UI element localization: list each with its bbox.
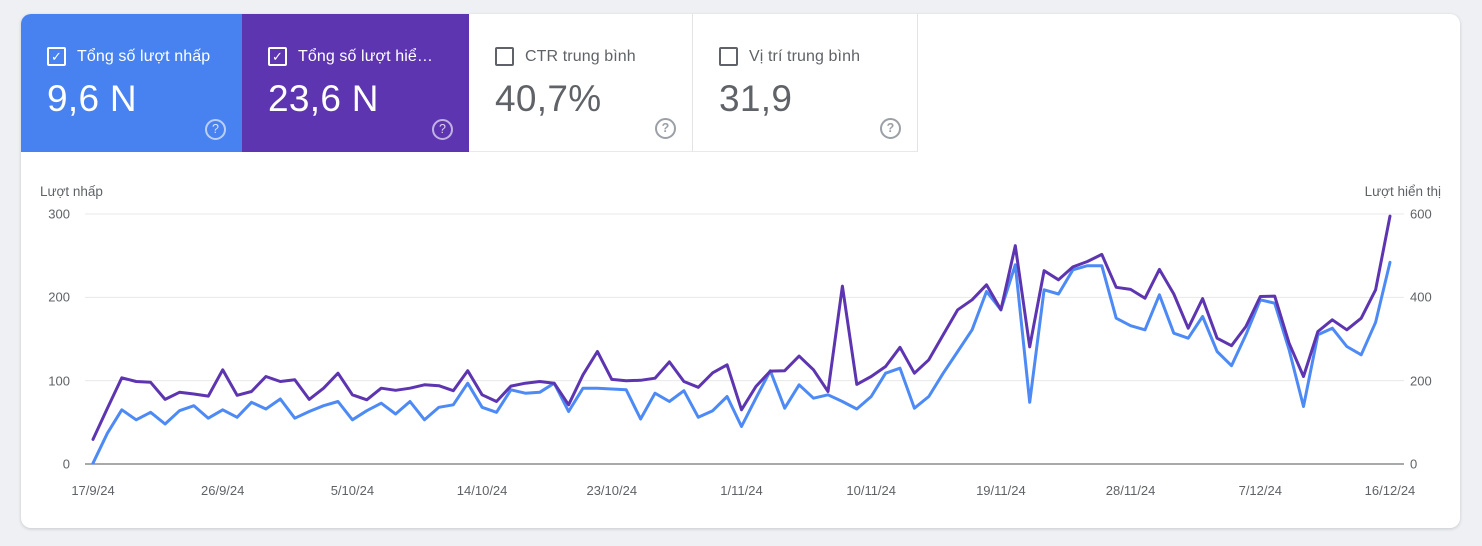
metric-card-average-ctr[interactable]: ✓ CTR trung bình 40,7% ? [469, 14, 693, 152]
impressions-line[interactable] [91, 214, 1392, 441]
card-value: 40,7% [495, 78, 602, 119]
x-tick-label: 26/9/24 [201, 483, 245, 498]
card-label: Vị trí trung bình [749, 47, 861, 65]
right-y-tick-label: 200 [1410, 373, 1432, 389]
impressions-checkbox[interactable]: ✓ [268, 47, 287, 66]
left-y-tick-label: 300 [48, 206, 70, 222]
card-value: 31,9 [719, 78, 793, 119]
x-tick-label: 7/12/24 [1238, 483, 1282, 498]
metric-card-total-impressions[interactable]: ✓ Tổng số lượt hiể… 23,6 N ? [242, 14, 469, 152]
right-y-tick-label: 600 [1410, 206, 1432, 222]
left-y-tick-label: 0 [62, 456, 70, 472]
position-checkbox[interactable]: ✓ [719, 47, 738, 66]
x-tick-label: 14/10/24 [456, 483, 508, 498]
help-icon[interactable]: ? [880, 118, 901, 139]
performance-chart[interactable] [21, 14, 1460, 528]
x-tick-label: 10/11/24 [846, 483, 897, 498]
clicks-line[interactable] [91, 260, 1392, 465]
card-value: 23,6 N [268, 78, 379, 119]
clicks-checkbox[interactable]: ✓ [47, 47, 66, 66]
x-tick-label: 17/9/24 [71, 483, 115, 498]
performance-panel: Lượt nhấp Lượt hiển thị 300 200 100 0 600 400… [21, 14, 1460, 528]
card-label: Tổng số lượt hiể… [298, 47, 433, 65]
card-label: Tổng số lượt nhấp [77, 47, 211, 65]
checkmark-icon: ✓ [51, 49, 62, 64]
left-y-tick-label: 200 [48, 289, 70, 305]
help-icon[interactable]: ? [205, 119, 226, 140]
help-icon[interactable]: ? [432, 119, 453, 140]
metric-cards-row: ✓ Tổng số lượt nhấp 9,6 N ? ✓ Tổng số lư… [21, 14, 1460, 152]
card-label: CTR trung bình [525, 47, 636, 65]
chart-area: Lượt nhấp Lượt hiển thị 300 200 100 0 600 400… [21, 14, 1460, 528]
right-y-tick-label: 400 [1410, 289, 1432, 305]
ctr-checkbox[interactable]: ✓ [495, 47, 514, 66]
x-tick-label: 1/11/24 [720, 483, 763, 498]
x-tick-label: 28/11/24 [1105, 483, 1156, 498]
metric-card-average-position[interactable]: ✓ Vị trí trung bình 31,9 ? [693, 14, 918, 152]
right-y-tick-label: 0 [1410, 456, 1418, 472]
card-value: 9,6 N [47, 78, 137, 119]
metric-card-total-clicks[interactable]: ✓ Tổng số lượt nhấp 9,6 N ? [21, 14, 242, 152]
right-axis-title: Lượt hiển thị [1364, 184, 1441, 199]
x-tick-label: 5/10/24 [330, 483, 375, 498]
help-icon[interactable]: ? [655, 118, 676, 139]
checkmark-icon: ✓ [272, 49, 283, 64]
left-axis-title: Lượt nhấp [40, 184, 103, 199]
x-tick-label: 23/10/24 [586, 483, 638, 498]
x-tick-label: 16/12/24 [1364, 483, 1416, 498]
left-y-tick-label: 100 [48, 373, 70, 389]
x-tick-label: 19/11/24 [976, 483, 1026, 498]
